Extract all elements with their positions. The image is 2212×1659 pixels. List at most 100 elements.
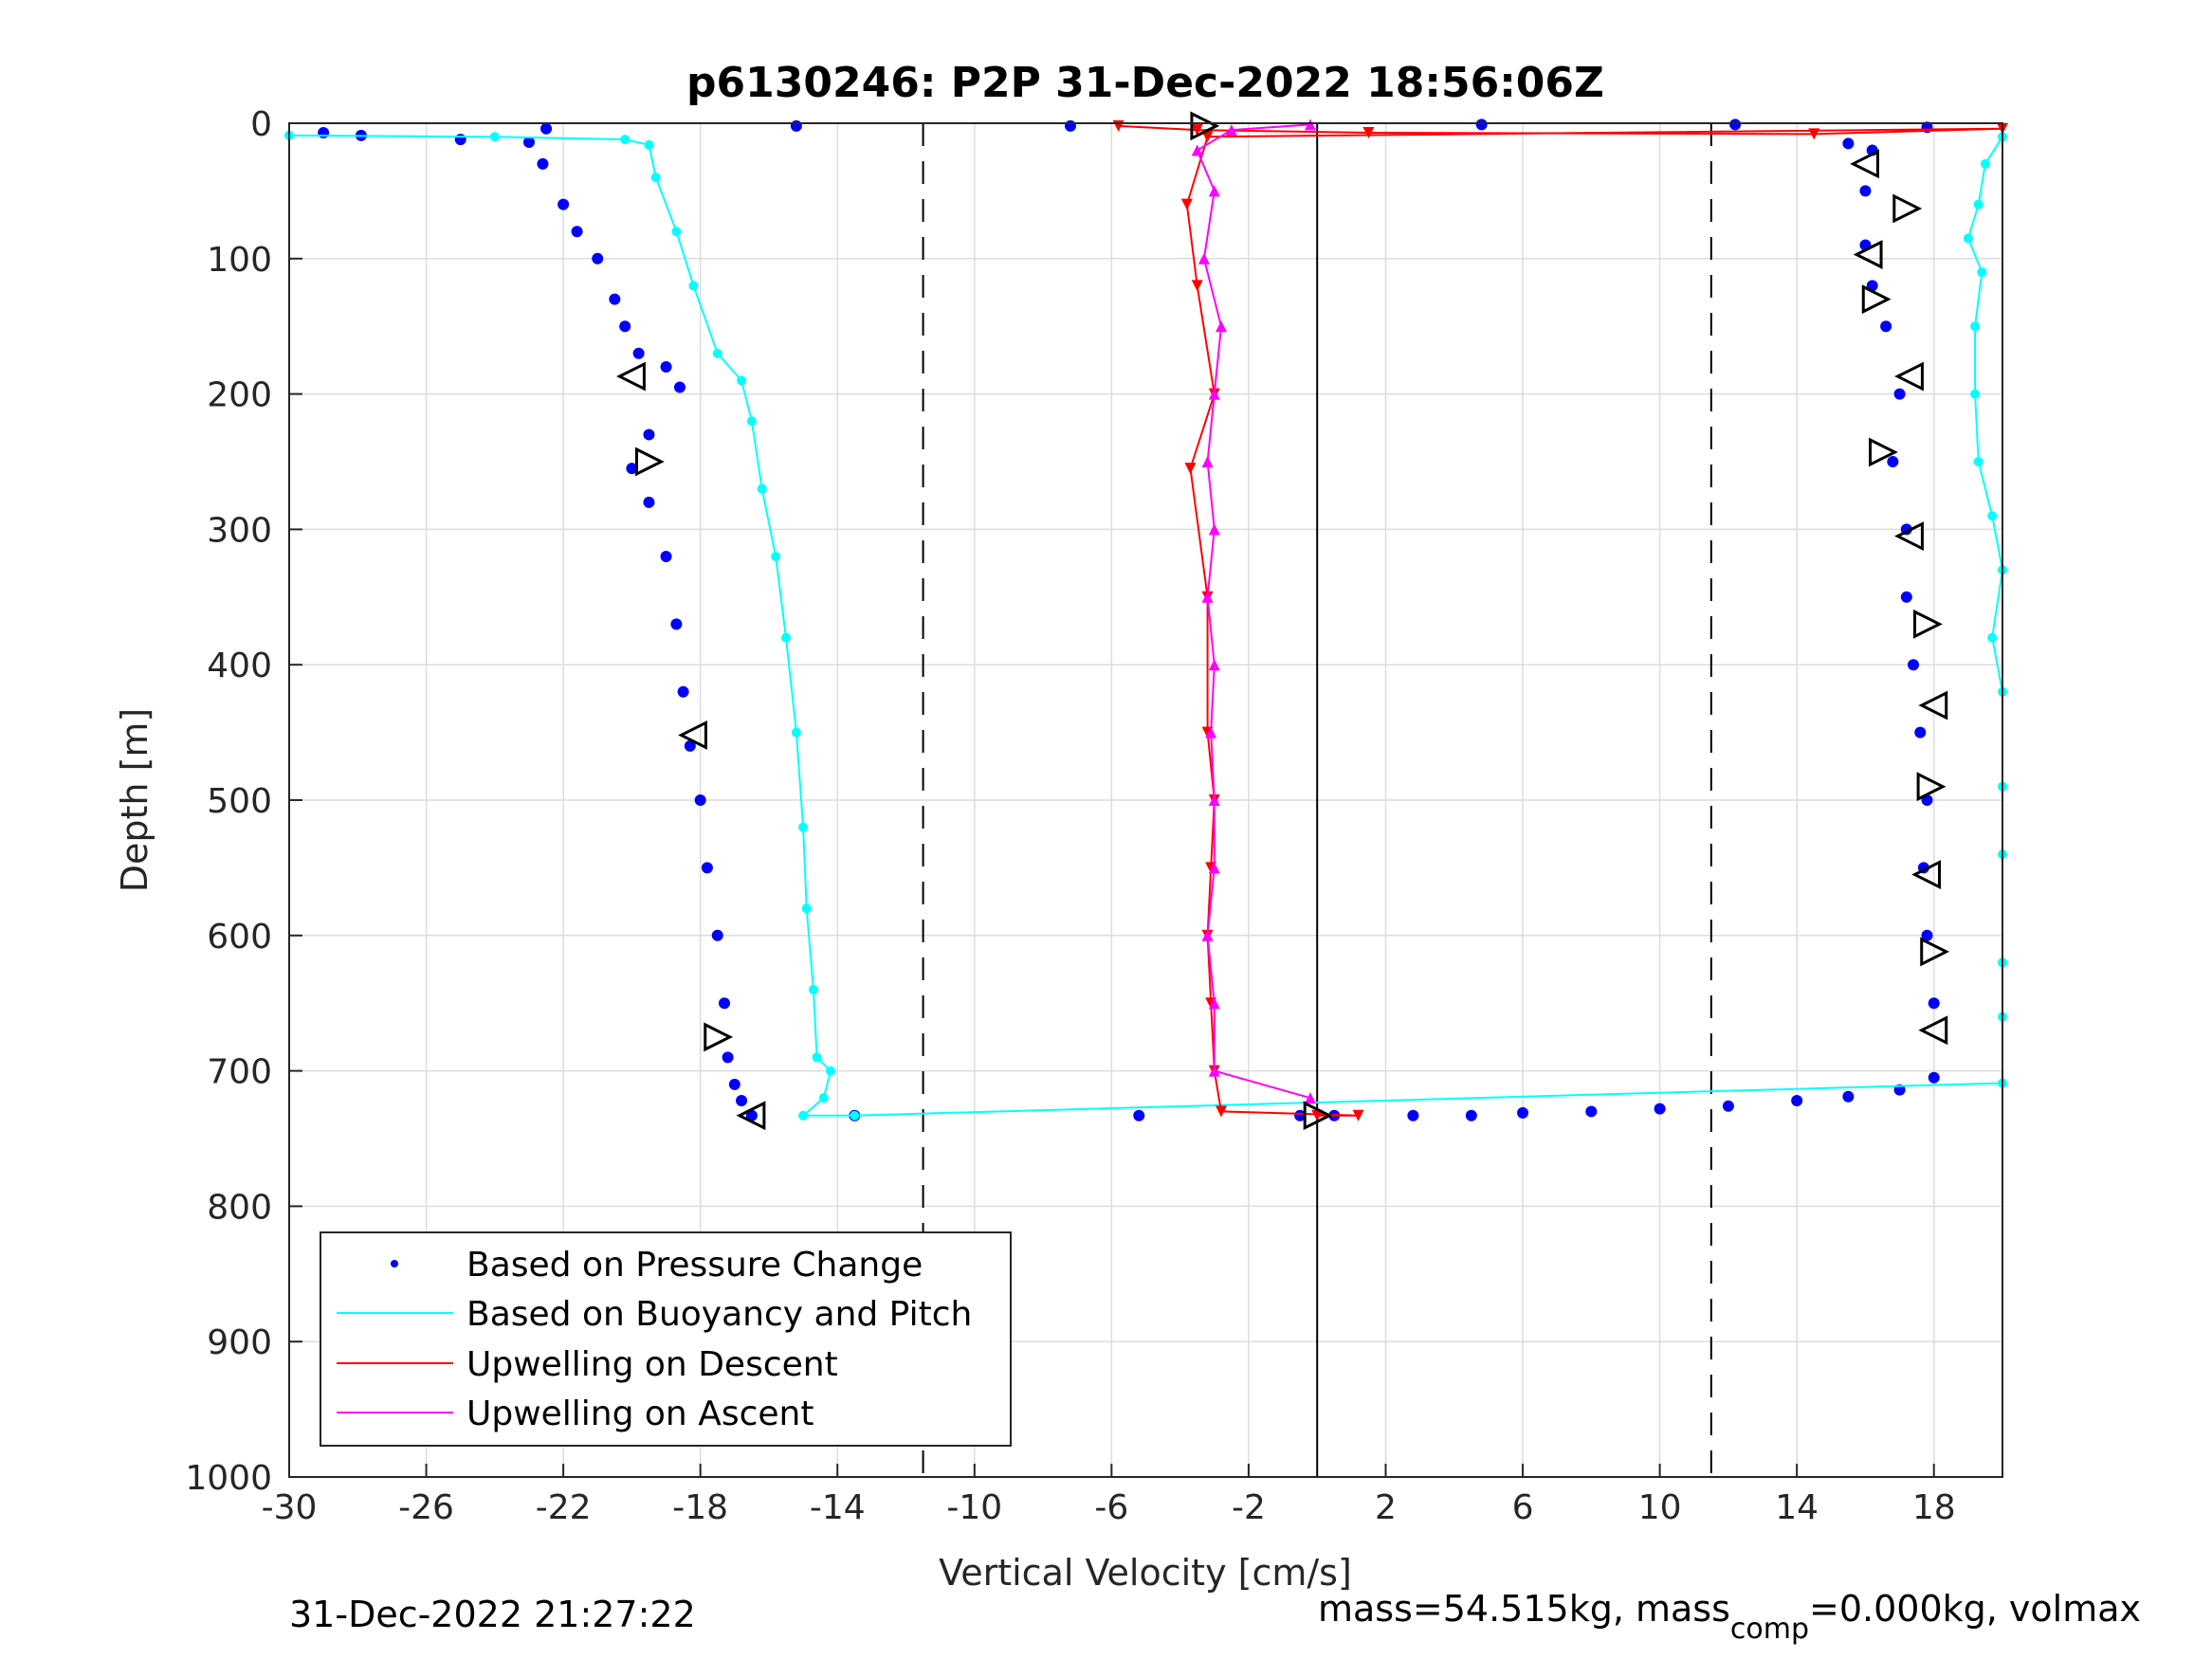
buoyancy-point <box>808 984 818 994</box>
pressure-point <box>673 381 686 393</box>
x-tick-label: 18 <box>1912 1488 1956 1527</box>
y-tick-label: 700 <box>207 1053 272 1092</box>
y-tick-label: 200 <box>207 376 272 415</box>
buoyancy-point <box>1963 233 1973 244</box>
series-upwelling-on-ascent <box>1191 118 1316 1104</box>
pressure-point <box>1654 1103 1666 1115</box>
ascent-point <box>1216 320 1228 333</box>
pressure-point <box>619 320 631 333</box>
y-tick-label: 100 <box>207 241 272 280</box>
pressure-point <box>728 1078 740 1090</box>
pressure-point <box>1465 1109 1477 1121</box>
pressure-point <box>1928 1071 1940 1084</box>
buoyancy-point <box>688 281 699 291</box>
pressure-point <box>1517 1106 1529 1119</box>
buoyancy-point <box>1987 632 1998 643</box>
x-tick-label: -6 <box>1094 1488 1128 1527</box>
pressure-point <box>677 685 689 698</box>
buoyancy-point <box>1980 158 1990 169</box>
buoyancy-point <box>801 903 812 914</box>
buoyancy-point <box>798 1110 809 1121</box>
descent-point <box>1184 463 1197 475</box>
pressure-point <box>718 997 730 1010</box>
triangle-marker <box>1894 521 1924 551</box>
buoyancy-point <box>826 1066 836 1076</box>
descent-point <box>1191 280 1203 292</box>
pressure-point <box>1928 997 1940 1010</box>
legend-label-upwelling-descent: Upwelling on Descent <box>466 1345 838 1384</box>
y-tick-label: 500 <box>207 782 272 821</box>
x-axis-label: Vertical Velocity [cm/s] <box>939 1552 1352 1594</box>
triangle-marker <box>1190 111 1220 141</box>
y-tick-label: 400 <box>207 647 272 685</box>
ascent-point <box>1304 118 1316 131</box>
ascent-point <box>1201 456 1214 467</box>
descent-point <box>1180 198 1193 210</box>
legend-box <box>320 1231 1012 1447</box>
x-tick-label: -14 <box>810 1488 866 1527</box>
x-tick-label: 10 <box>1638 1488 1682 1527</box>
triangle-marker <box>616 361 646 392</box>
pressure-point <box>1859 185 1872 197</box>
x-tick-label: -2 <box>1232 1488 1266 1527</box>
pressure-point <box>1887 456 1899 467</box>
pressure-point <box>722 1051 734 1064</box>
ascent-point <box>1304 1092 1316 1104</box>
pressure-point <box>670 618 683 630</box>
legend-swatch-pressure-change <box>391 1260 398 1267</box>
footer-mass-prefix: mass=54.515kg, mass <box>1318 1588 1730 1630</box>
triangle-marker <box>1911 860 1941 889</box>
buoyancy-point <box>489 132 500 142</box>
descent-point <box>1311 1109 1324 1121</box>
triangle-marker <box>678 720 707 750</box>
descent-point <box>1201 131 1214 143</box>
buoyancy-point <box>620 135 631 145</box>
pressure-point <box>1921 929 1933 941</box>
pressure-point <box>1880 320 1892 333</box>
ascent-point <box>1208 997 1220 1010</box>
ascent-point <box>1201 591 1214 603</box>
pressure-point <box>660 550 672 562</box>
ascent-point <box>1208 1065 1220 1077</box>
pressure-point <box>660 361 672 374</box>
buoyancy-point <box>791 727 801 738</box>
pressure-point <box>1475 118 1488 131</box>
y-axis-label: Depth [m] <box>114 708 155 893</box>
pressure-point <box>1729 118 1742 131</box>
pressure-point <box>522 136 535 148</box>
buoyancy-point <box>1973 199 1983 210</box>
footer-timestamp: 31-Dec-2022 21:27:22 <box>289 1594 696 1635</box>
triangle-marker <box>1918 1015 1948 1046</box>
pressure-point <box>609 293 621 305</box>
series-marker <box>616 111 1950 1131</box>
triangle-marker <box>1303 1101 1333 1131</box>
ascent-point <box>1197 252 1210 264</box>
pressure-point <box>745 1109 758 1121</box>
triangle-marker <box>1853 240 1883 269</box>
buoyancy-point <box>771 551 781 561</box>
buoyancy-point <box>781 632 792 643</box>
descent-point <box>1352 1109 1364 1121</box>
pressure-point <box>1407 1109 1419 1121</box>
legend: Based on Pressure Change Based on Buoyan… <box>320 1231 1012 1447</box>
pressure-point <box>1900 591 1912 603</box>
ascent-point <box>1225 124 1237 137</box>
pressure-point <box>592 252 604 264</box>
buoyancy-point <box>650 173 661 183</box>
pressure-point <box>711 929 723 941</box>
y-tick-label: 300 <box>207 511 272 550</box>
triangle-marker <box>704 1022 734 1052</box>
pressure-point <box>558 198 570 210</box>
pressure-point <box>1294 1109 1307 1121</box>
buoyancy-point <box>798 822 809 832</box>
y-tick-label: 1000 <box>185 1459 272 1498</box>
ascent-point <box>1208 523 1220 536</box>
legend-label-pressure-change: Based on Pressure Change <box>466 1246 923 1285</box>
triangle-marker <box>1850 149 1879 179</box>
series-based-on-pressure-change <box>318 118 1940 1121</box>
pressure-point <box>1722 1100 1734 1112</box>
footer-mass-subscript: comp <box>1730 1613 1809 1646</box>
y-tick-label: 900 <box>207 1323 272 1362</box>
buoyancy-point <box>1977 267 1987 278</box>
